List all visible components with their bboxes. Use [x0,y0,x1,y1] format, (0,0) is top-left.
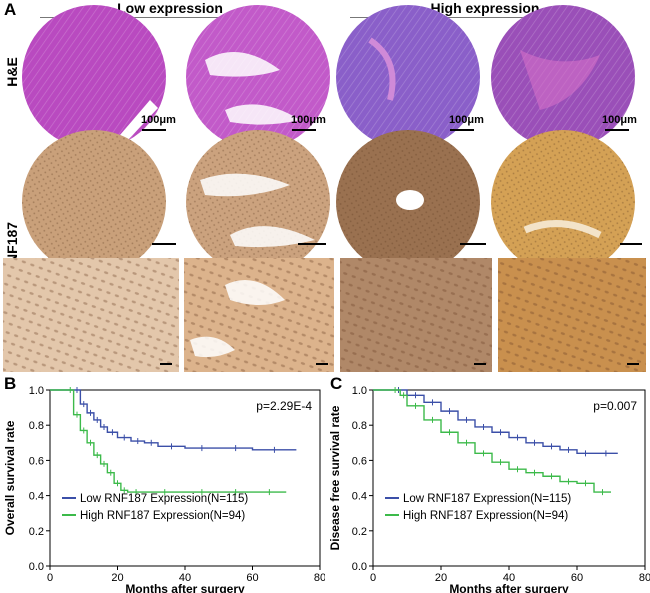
km-curve-low [373,389,618,455]
p-value: p=0.007 [593,399,637,413]
y-tick-label: 0.4 [29,491,44,503]
histology-images [3,5,646,372]
panel-c-letter: C [330,374,343,393]
zoom-panel-3 [340,258,492,372]
zoom-panel-4 [498,258,646,372]
legend-label: High RNF187 Expression(N=94) [80,510,245,522]
y-axis-label: Disease free survival rate [328,405,342,550]
he-core-4 [491,5,635,149]
x-tick-label: 60 [571,572,583,584]
legend-label: Low RNF187 Expression(N=115) [403,493,571,505]
he-core-3 [336,5,480,149]
x-tick-label: 60 [246,572,258,584]
x-tick-label: 20 [435,572,447,584]
x-tick-label: 20 [111,572,123,584]
dfs-km-chart: 0 20 40 60 80 0.0 0.2 0.4 0.6 0.8 1.0 Months after … [328,385,650,593]
plot-frame [372,389,646,567]
y-tick-label: 0.2 [352,526,367,538]
y-axis-label: Overall survival rate [3,420,17,535]
legend-label: High RNF187 Expression(N=94) [403,510,568,522]
y-tick-label: 1.0 [352,385,367,397]
x-axis-label: Months after surgery [449,582,569,593]
ihc-core-4 [491,130,635,274]
x-tick-label: 80 [314,572,325,584]
km-curve-high [373,389,611,493]
os-km-chart: 0 20 40 60 80 0.0 0.2 0.4 0.6 0.8 1.0 Months after … [3,385,325,593]
he-core-2 [186,5,330,149]
y-tick-label: 0.0 [352,561,367,573]
plot-frame [49,389,321,567]
he-core-1 [22,5,166,149]
panel-b-letter: B [4,374,17,393]
group-line-high [350,17,580,18]
y-tick-label: 0.6 [352,455,367,467]
legend-label: Low RNF187 Expression(N=115) [80,493,248,505]
group-line-low [40,17,280,18]
x-tick-label: 0 [47,572,53,584]
y-tick-label: 0.8 [29,420,44,432]
y-tick-label: 0.8 [352,420,367,432]
scale-label-4: 100μm [602,114,637,126]
x-tick-label: 0 [370,572,376,584]
group-label-low: Low expression [117,0,223,16]
y-tick-label: 0.4 [352,491,367,503]
y-tick-label: 1.0 [29,385,44,397]
y-tick-label: 0.0 [29,561,44,573]
ihc-core-1 [22,130,166,274]
zoom-panel-1 [3,258,179,372]
group-label-high: High expression [430,0,540,16]
x-tick-label: 40 [179,572,191,584]
x-tick-label: 40 [503,572,515,584]
km-curve-low [50,389,297,451]
scale-label-3: 100μm [449,114,484,126]
ihc-core-3 [336,130,480,274]
p-value: p=2.29E-4 [256,399,312,413]
y-tick-label: 0.6 [29,455,44,467]
km-curve-high [50,389,287,493]
x-axis-label: Months after surgery [125,582,245,593]
panel-a-letter: A [4,0,17,19]
ihc-core-2 [186,130,330,274]
scale-label-1: 100μm [141,114,176,126]
zoom-panel-2 [184,258,334,372]
scale-label-2: 100μm [291,114,326,126]
x-tick-label: 80 [639,572,650,584]
y-tick-label: 0.2 [29,526,44,538]
